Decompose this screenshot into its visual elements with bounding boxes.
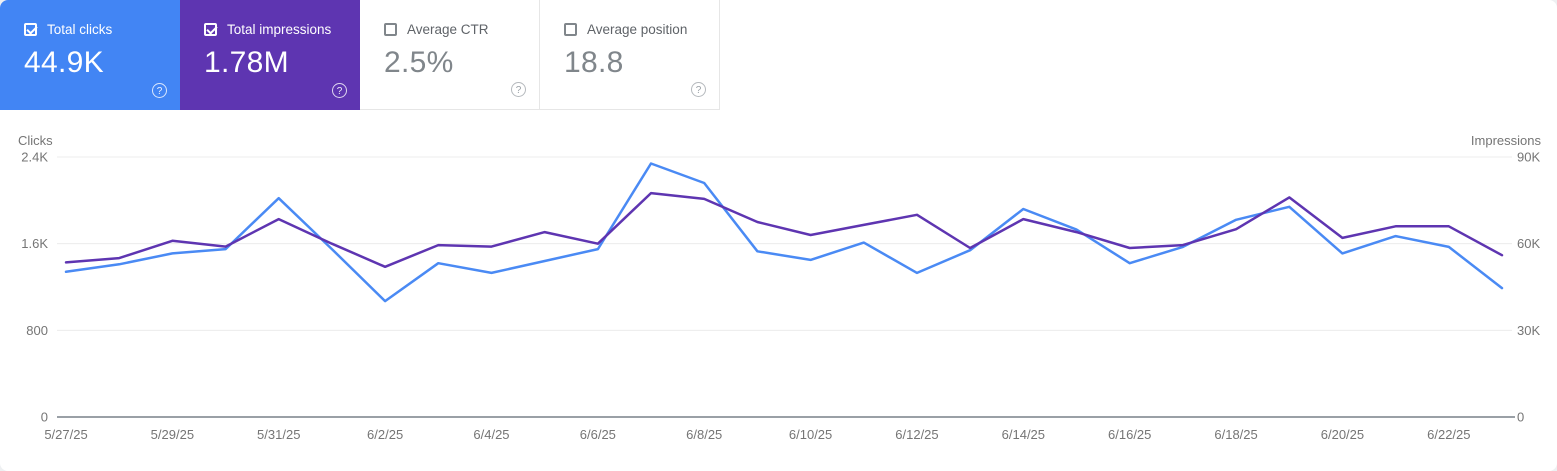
metric-card-header: Total clicks: [24, 22, 180, 37]
metric-card-value: 18.8: [564, 46, 624, 79]
left-axis-tick: 2.4K: [21, 150, 48, 165]
right-axis-tick: 0: [1517, 410, 1524, 425]
help-icon[interactable]: [691, 82, 706, 97]
metric-card-average-position[interactable]: Average position 18.8: [540, 0, 720, 110]
checkbox-average-position[interactable]: [564, 23, 577, 36]
metric-card-value: 1.78M: [204, 46, 289, 79]
help-icon[interactable]: [152, 83, 167, 98]
x-tick-label: 6/4/25: [473, 427, 509, 442]
metric-card-label: Average position: [587, 22, 688, 37]
left-axis-tick: 0: [41, 410, 48, 425]
right-axis-tick: 90K: [1517, 150, 1540, 165]
right-axis-tick: 60K: [1517, 236, 1540, 251]
checkbox-total-clicks[interactable]: [24, 23, 37, 36]
metric-card-average-ctr[interactable]: Average CTR 2.5%: [360, 0, 540, 110]
checkbox-total-impressions[interactable]: [204, 23, 217, 36]
x-tick-label: 5/31/25: [257, 427, 300, 442]
x-tick-label: 5/27/25: [44, 427, 87, 442]
metric-card-total-clicks[interactable]: Total clicks 44.9K: [0, 0, 180, 110]
x-tick-label: 6/8/25: [686, 427, 722, 442]
x-tick-label: 6/22/25: [1427, 427, 1470, 442]
x-tick-label: 6/12/25: [895, 427, 938, 442]
left-axis-title: Clicks: [18, 133, 53, 148]
metric-cards-row: Total clicks 44.9K Total impressions 1.7…: [0, 0, 720, 110]
performance-chart[interactable]: 2.4K 90K 1.6K 60K 800 30K 0 0 5/27/25 5/29/25 5/31…: [0, 130, 1557, 471]
clicks-line: [64, 162, 1504, 303]
x-tick-label: 6/14/25: [1002, 427, 1045, 442]
metric-card-header: Average CTR: [384, 22, 539, 37]
metric-card-total-impressions[interactable]: Total impressions 1.78M: [180, 0, 360, 110]
right-axis-title: Impressions: [1470, 133, 1541, 148]
metric-card-header: Total impressions: [204, 22, 360, 37]
metric-card-label: Average CTR: [407, 22, 489, 37]
impressions-line: [64, 191, 1504, 269]
metric-card-value: 44.9K: [24, 46, 104, 79]
help-icon[interactable]: [332, 83, 347, 98]
metric-card-label: Total clicks: [47, 22, 113, 37]
left-axis-tick: 1.6K: [21, 236, 48, 251]
metric-card-value: 2.5%: [384, 46, 454, 79]
x-tick-label: 6/2/25: [367, 427, 403, 442]
x-tick-label: 6/18/25: [1214, 427, 1257, 442]
metric-card-label: Total impressions: [227, 22, 332, 37]
help-icon[interactable]: [511, 82, 526, 97]
right-axis-tick: 30K: [1517, 323, 1540, 338]
checkbox-average-ctr[interactable]: [384, 23, 397, 36]
x-tick-label: 5/29/25: [151, 427, 194, 442]
x-tick-label: 6/10/25: [789, 427, 832, 442]
metric-card-header: Average position: [564, 22, 719, 37]
x-tick-label: 6/6/25: [580, 427, 616, 442]
left-axis-tick: 800: [26, 323, 48, 338]
x-tick-label: 6/20/25: [1321, 427, 1364, 442]
x-tick-label: 6/16/25: [1108, 427, 1151, 442]
